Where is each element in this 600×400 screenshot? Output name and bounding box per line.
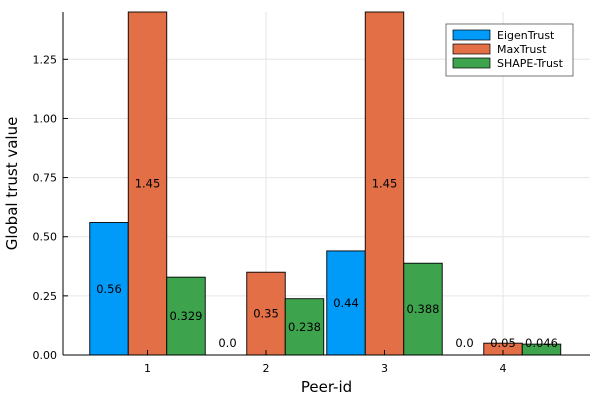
data-label: 0.388 [407,302,440,316]
y-tick-label: 0.25 [33,290,58,303]
data-label: 0.56 [96,282,122,296]
bar-shape-trust-peer-3 [403,262,443,356]
data-label: 1.45 [372,177,398,191]
ticks-layer: 0.00 0.25 0.50 0.75 1.00 1.25 1 2 3 4 [33,53,507,375]
data-label: 1.45 [135,177,161,191]
bar-eigentrust-peer-3 [326,250,366,356]
legend-label: SHAPE-Trust [497,57,564,70]
y-tick-label: 0.50 [33,231,58,244]
y-tick-label: 0.75 [33,172,58,185]
data-label: 0.0 [218,336,236,350]
data-label: 0.35 [253,307,279,321]
legend-label: MaxTrust [497,43,547,56]
x-tick-label: 4 [500,362,507,375]
y-tick-label: 1.25 [33,53,58,66]
data-label: 0.44 [333,296,359,310]
data-label: 0.329 [170,309,203,323]
data-label: 0.0 [455,336,473,350]
x-tick-label: 2 [263,362,270,375]
bar-maxtrust-peer-1 [127,11,168,356]
legend-swatch [452,43,491,55]
bar-maxtrust-peer-2 [246,271,286,356]
legend-label: EigenTrust [497,29,555,42]
legend-swatch [452,57,491,69]
x-axis-title: Peer-id [301,378,352,396]
bar-shape-trust-peer-2 [284,298,325,356]
y-tick-label: 0.00 [33,349,58,362]
y-axis-title: Global trust value [3,117,21,251]
data-label: 0.05 [490,336,516,350]
axes-layer [62,12,590,356]
bar-maxtrust-peer-3 [364,11,405,356]
y-tick-label: 1.00 [33,112,58,125]
x-tick-label: 1 [144,362,151,375]
data-labels-layer: 0.56 1.45 0.329 0.0 0.35 0.238 0.44 1.45 0.388 0.… [96,177,558,351]
data-label: 0.046 [525,336,558,350]
x-tick-label: 3 [381,362,388,375]
legend-swatch [452,29,491,41]
data-label: 0.238 [288,320,321,334]
